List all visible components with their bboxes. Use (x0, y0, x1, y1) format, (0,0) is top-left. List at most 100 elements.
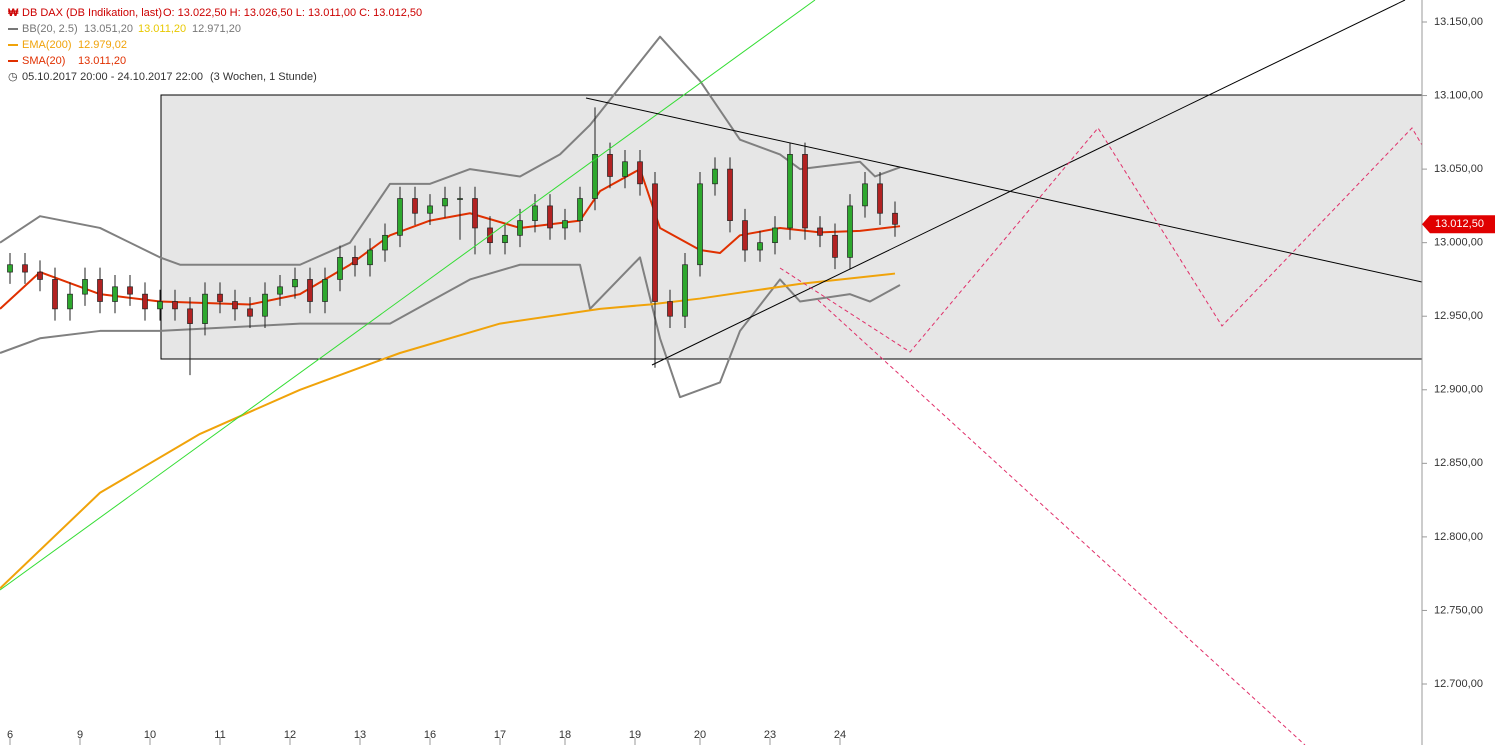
candle-body (7, 264, 13, 273)
y-tick-label: 13.050,00 (1434, 163, 1483, 175)
candle-body (622, 161, 628, 177)
candle-body (37, 271, 43, 280)
candle-body (502, 234, 508, 244)
trend-line (651, 0, 1406, 366)
candle-body (727, 168, 733, 221)
candle-body (412, 198, 418, 214)
candle-body (67, 293, 73, 310)
y-tick-label: 13.100,00 (1434, 89, 1483, 101)
x-tick-label: 10 (144, 729, 156, 741)
projection-line (779, 127, 1423, 353)
candle-body (112, 286, 118, 302)
legend-value: 13.011,20 (78, 55, 126, 67)
legend-label: SMA(20) (22, 55, 65, 67)
x-tick-label: 19 (629, 729, 641, 741)
candle-body (577, 198, 583, 221)
y-tick-label: 12.950,00 (1434, 310, 1483, 322)
candle-body (217, 293, 223, 302)
candle-body (877, 183, 883, 214)
candle-body (352, 257, 358, 266)
candle-body (547, 205, 553, 229)
drawings-front (0, 0, 1423, 745)
y-tick-label: 13.000,00 (1434, 237, 1483, 249)
indicator-line (0, 35, 901, 266)
candle-body (157, 301, 163, 310)
legend-swatch (8, 44, 18, 46)
legend-label: EMA(200) (22, 39, 72, 51)
candle-body (697, 183, 703, 266)
period: (3 Wochen, 1 Stunde) (210, 71, 317, 83)
candle-body (607, 154, 613, 177)
candle-body (202, 293, 208, 324)
ohlc: O: 13.022,50 H: 13.026,50 L: 13.011,00 C… (163, 7, 422, 19)
candle-body (757, 242, 763, 251)
y-tick-label: 12.850,00 (1434, 457, 1483, 469)
candle-body (82, 279, 88, 295)
x-tick-label: 17 (494, 729, 506, 741)
y-tick-label: 13.150,00 (1434, 16, 1483, 28)
indicator-line (0, 256, 901, 399)
candle-body (832, 234, 838, 258)
candle-body (472, 198, 478, 229)
candle-body (787, 154, 793, 229)
candle-body (442, 198, 448, 207)
candle-body (22, 264, 28, 273)
candle-body (592, 154, 598, 199)
indicator-line (0, 272, 896, 590)
candle-body (532, 205, 538, 221)
candle-body (262, 293, 268, 317)
x-tick-label: 11 (214, 729, 225, 741)
y-tick-label: 12.750,00 (1434, 604, 1483, 616)
candle-body (367, 249, 373, 266)
x-tick-label: 12 (284, 729, 296, 741)
candle-body (307, 279, 313, 302)
trend-line (585, 97, 1423, 283)
y-tick-label: 12.700,00 (1434, 678, 1483, 690)
candle-body (382, 234, 388, 251)
candle-body (517, 220, 523, 236)
clock-icon: ◷ (8, 71, 18, 83)
x-tick-label: 9 (77, 729, 83, 741)
projection-line (817, 299, 1306, 745)
candle-body (457, 198, 463, 200)
legend-value: 13.011,20 (138, 23, 186, 35)
candle-body (667, 301, 673, 317)
candle-body (397, 198, 403, 236)
legend-value: 12.971,20 (192, 23, 241, 35)
header: ₩ DB DAX (DB Indikation, last) O: 13.022… (8, 7, 422, 83)
legend-swatch (8, 28, 18, 30)
logo: ₩ (8, 7, 19, 19)
x-tick-label: 24 (834, 729, 846, 741)
candle-body (187, 308, 193, 324)
candle-body (637, 161, 643, 185)
legend-label: BB(20, 2.5) (22, 23, 78, 35)
candle-body (322, 279, 328, 302)
x-tick-label: 20 (694, 729, 706, 741)
candle-body (862, 183, 868, 207)
candle-body (847, 205, 853, 258)
candle-body (97, 279, 103, 302)
price-marker (1422, 215, 1495, 234)
instrument: DB DAX (DB Indikation, last) (22, 7, 162, 19)
legend-swatch (8, 60, 18, 62)
candle-body (892, 212, 898, 225)
legend-value: 13.051,20 (84, 23, 133, 35)
candle-body (277, 286, 283, 295)
y-tick-label: 12.800,00 (1434, 531, 1483, 543)
x-tick-label: 6 (7, 729, 13, 741)
y-tick-label: 12.900,00 (1434, 384, 1483, 396)
candle-body (247, 308, 253, 317)
price-marker-label: 13.012,50 (1435, 218, 1484, 230)
candle-body (337, 257, 343, 280)
trend-line (0, 0, 816, 591)
candle-body (562, 220, 568, 229)
x-tick-label: 13 (354, 729, 366, 741)
candle-body (742, 220, 748, 251)
candle-body (712, 168, 718, 185)
candle-body (652, 183, 658, 302)
x-tick-label: 16 (424, 729, 436, 741)
candle-body (802, 154, 808, 229)
candle-body (292, 279, 298, 288)
date-range: 05.10.2017 20:00 - 24.10.2017 22:00 (22, 71, 203, 83)
